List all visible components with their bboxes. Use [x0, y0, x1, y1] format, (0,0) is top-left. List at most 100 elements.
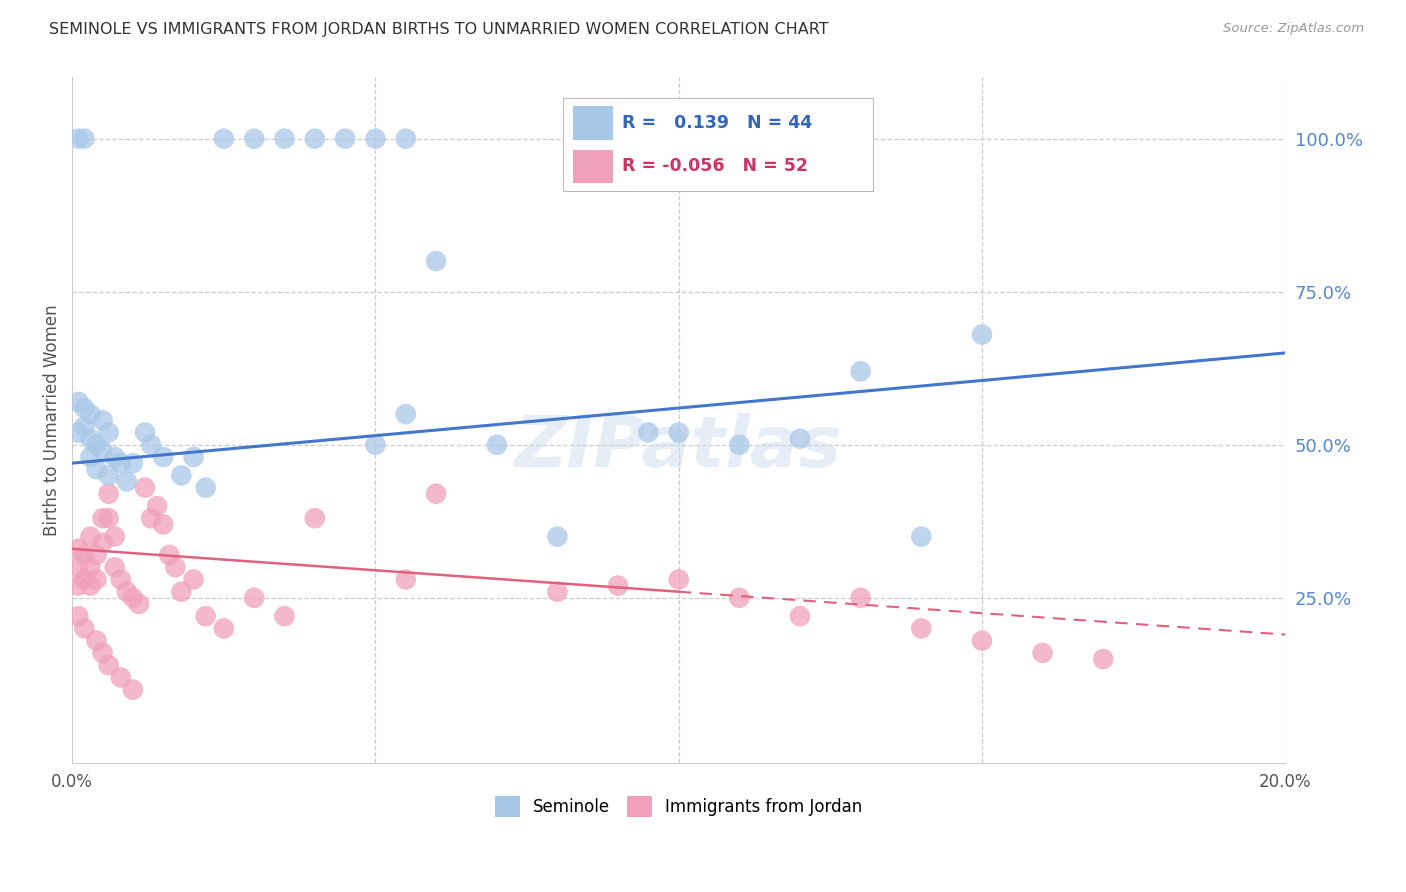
- Point: [789, 432, 811, 446]
- Point: [395, 407, 418, 421]
- Point: [304, 131, 326, 145]
- Point: [97, 468, 120, 483]
- Point: [139, 438, 162, 452]
- Point: [115, 584, 138, 599]
- Point: [91, 413, 114, 427]
- Legend: Seminole, Immigrants from Jordan: Seminole, Immigrants from Jordan: [488, 789, 869, 823]
- Point: [273, 609, 295, 624]
- Point: [67, 578, 90, 592]
- Point: [110, 573, 132, 587]
- Point: [134, 425, 156, 440]
- Point: [104, 450, 127, 464]
- Point: [243, 131, 266, 145]
- Point: [170, 468, 193, 483]
- Point: [212, 131, 235, 145]
- Point: [1032, 646, 1054, 660]
- Point: [425, 487, 447, 501]
- Point: [546, 530, 568, 544]
- Point: [183, 450, 205, 464]
- Point: [86, 633, 108, 648]
- Point: [607, 578, 630, 592]
- Text: SEMINOLE VS IMMIGRANTS FROM JORDAN BIRTHS TO UNMARRIED WOMEN CORRELATION CHART: SEMINOLE VS IMMIGRANTS FROM JORDAN BIRTH…: [49, 22, 828, 37]
- Point: [122, 682, 145, 697]
- Y-axis label: Births to Unmarried Women: Births to Unmarried Women: [44, 304, 60, 536]
- Point: [910, 622, 932, 636]
- Point: [67, 541, 90, 556]
- Point: [637, 425, 659, 440]
- Point: [73, 548, 96, 562]
- Point: [79, 450, 101, 464]
- Point: [970, 633, 993, 648]
- Point: [546, 584, 568, 599]
- Point: [67, 560, 90, 574]
- Point: [110, 670, 132, 684]
- Point: [1092, 652, 1115, 666]
- Point: [304, 511, 326, 525]
- Point: [128, 597, 150, 611]
- Point: [425, 254, 447, 268]
- Point: [194, 481, 217, 495]
- Point: [122, 591, 145, 605]
- Point: [67, 131, 90, 145]
- Point: [849, 364, 872, 378]
- Point: [152, 517, 174, 532]
- Point: [73, 401, 96, 415]
- Point: [273, 131, 295, 145]
- Point: [668, 425, 690, 440]
- Point: [115, 475, 138, 489]
- Point: [97, 425, 120, 440]
- Point: [183, 573, 205, 587]
- Point: [91, 646, 114, 660]
- Point: [194, 609, 217, 624]
- Point: [970, 327, 993, 342]
- Point: [79, 560, 101, 574]
- Point: [485, 438, 508, 452]
- Point: [86, 438, 108, 452]
- Point: [212, 622, 235, 636]
- Point: [91, 511, 114, 525]
- Point: [79, 432, 101, 446]
- Point: [73, 131, 96, 145]
- Point: [67, 395, 90, 409]
- Point: [79, 578, 101, 592]
- Point: [104, 560, 127, 574]
- Point: [170, 584, 193, 599]
- Point: [157, 548, 180, 562]
- Point: [789, 609, 811, 624]
- Point: [67, 425, 90, 440]
- Point: [97, 511, 120, 525]
- Point: [668, 573, 690, 587]
- Point: [728, 438, 751, 452]
- Point: [139, 511, 162, 525]
- Text: Source: ZipAtlas.com: Source: ZipAtlas.com: [1223, 22, 1364, 36]
- Point: [110, 456, 132, 470]
- Point: [97, 658, 120, 673]
- Point: [364, 131, 387, 145]
- Point: [104, 530, 127, 544]
- Point: [165, 560, 187, 574]
- Point: [97, 487, 120, 501]
- Point: [67, 609, 90, 624]
- Point: [79, 407, 101, 421]
- Point: [395, 131, 418, 145]
- Point: [728, 591, 751, 605]
- Point: [333, 131, 356, 145]
- Point: [146, 499, 169, 513]
- Point: [395, 573, 418, 587]
- Text: ZIPatlas: ZIPatlas: [515, 413, 842, 483]
- Point: [91, 443, 114, 458]
- Point: [73, 622, 96, 636]
- Point: [122, 456, 145, 470]
- Point: [86, 548, 108, 562]
- Point: [134, 481, 156, 495]
- Point: [86, 462, 108, 476]
- Point: [152, 450, 174, 464]
- Point: [73, 573, 96, 587]
- Point: [91, 535, 114, 549]
- Point: [910, 530, 932, 544]
- Point: [73, 419, 96, 434]
- Point: [849, 591, 872, 605]
- Point: [79, 530, 101, 544]
- Point: [243, 591, 266, 605]
- Point: [364, 438, 387, 452]
